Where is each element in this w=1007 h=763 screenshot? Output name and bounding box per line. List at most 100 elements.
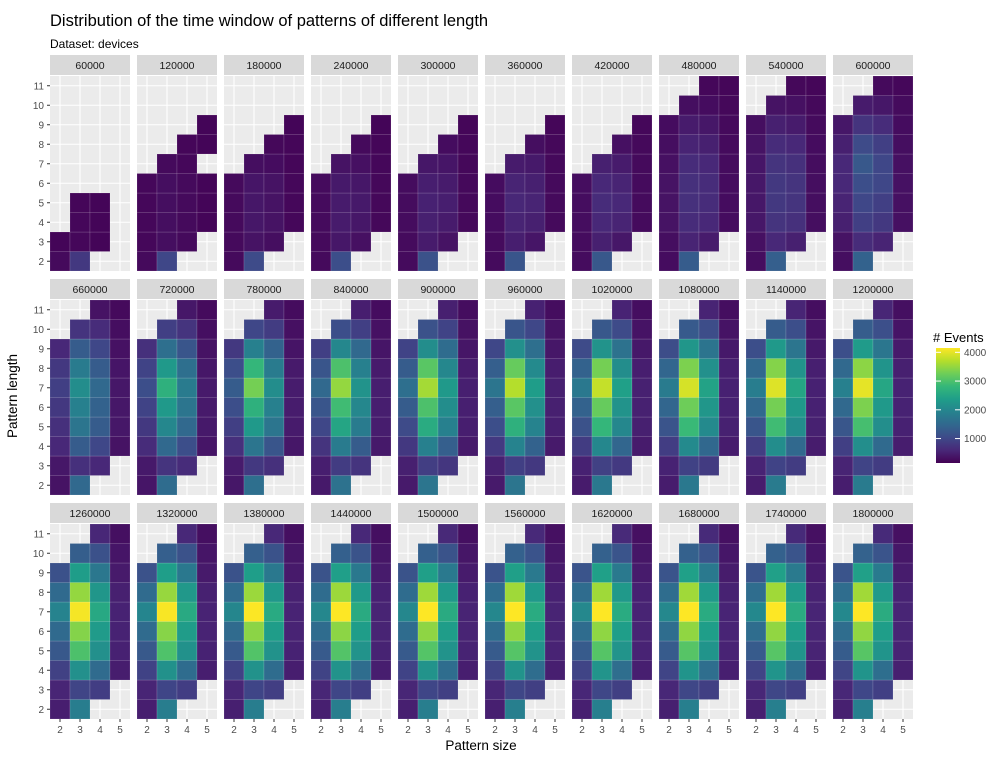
x-tick-label: 4 bbox=[271, 725, 277, 736]
heatmap-cell bbox=[243, 455, 265, 476]
heatmap-cell bbox=[892, 153, 914, 174]
heatmap-cell bbox=[658, 455, 680, 476]
heatmap-cell bbox=[136, 436, 158, 457]
heatmap-cell bbox=[196, 319, 218, 340]
heatmap-cell bbox=[591, 436, 613, 457]
heatmap-cell bbox=[785, 416, 807, 437]
heatmap-cell bbox=[457, 621, 479, 642]
heatmap-cell bbox=[785, 212, 807, 233]
heatmap-cell bbox=[417, 475, 439, 496]
heatmap-cell bbox=[176, 319, 198, 340]
heatmap-cell bbox=[658, 358, 680, 379]
heatmap-cell bbox=[370, 640, 392, 661]
heatmap-cell bbox=[745, 397, 767, 418]
heatmap-cell bbox=[196, 582, 218, 603]
heatmap-cell bbox=[310, 640, 332, 661]
heatmap-cell bbox=[330, 699, 352, 720]
heatmap-cell bbox=[785, 338, 807, 359]
heatmap-cell bbox=[524, 212, 546, 233]
heatmap-cell bbox=[437, 562, 459, 583]
heatmap-cell bbox=[310, 231, 332, 252]
heatmap-cell bbox=[504, 582, 526, 603]
heatmap-cell bbox=[805, 543, 827, 564]
heatmap-cell bbox=[243, 416, 265, 437]
y-tick-label: 2 bbox=[38, 481, 44, 492]
heatmap-cell bbox=[892, 299, 914, 320]
heatmap-cell bbox=[805, 621, 827, 642]
heatmap-cell bbox=[49, 231, 71, 252]
heatmap-cell bbox=[263, 436, 285, 457]
heatmap-cell bbox=[484, 562, 506, 583]
heatmap-cell bbox=[69, 699, 91, 720]
facet-strip bbox=[659, 279, 739, 299]
heatmap-cell bbox=[223, 397, 245, 418]
heatmap-cell bbox=[524, 455, 546, 476]
heatmap-cell bbox=[136, 251, 158, 272]
heatmap-cell bbox=[136, 679, 158, 700]
heatmap-cell bbox=[136, 338, 158, 359]
heatmap-cell bbox=[283, 660, 305, 681]
heatmap-cell bbox=[283, 621, 305, 642]
heatmap-cell bbox=[805, 660, 827, 681]
heatmap-cell bbox=[69, 377, 91, 398]
facet-panel: 1080000 bbox=[658, 279, 740, 496]
heatmap-cell bbox=[263, 582, 285, 603]
y-tick-label: 3 bbox=[38, 685, 44, 696]
heatmap-cell bbox=[136, 601, 158, 622]
heatmap-cell bbox=[89, 299, 111, 320]
x-tick-label: 3 bbox=[599, 725, 605, 736]
heatmap-cell bbox=[196, 212, 218, 233]
heatmap-cell bbox=[785, 153, 807, 174]
heatmap-cell bbox=[457, 523, 479, 544]
heatmap-cell bbox=[49, 475, 71, 496]
heatmap-cell bbox=[765, 416, 787, 437]
heatmap-cell bbox=[370, 358, 392, 379]
x-tick-label: 3 bbox=[686, 725, 692, 736]
heatmap-cell bbox=[718, 660, 740, 681]
heatmap-cell bbox=[156, 601, 178, 622]
heatmap-cell bbox=[350, 319, 372, 340]
heatmap-cell bbox=[417, 153, 439, 174]
heatmap-cell bbox=[765, 251, 787, 272]
heatmap-cell bbox=[136, 699, 158, 720]
heatmap-cell bbox=[611, 231, 633, 252]
heatmap-cell bbox=[852, 475, 874, 496]
heatmap-cell bbox=[571, 416, 593, 437]
heatmap-cell bbox=[370, 582, 392, 603]
heatmap-cell bbox=[397, 640, 419, 661]
heatmap-cell bbox=[832, 173, 854, 194]
heatmap-cell bbox=[263, 299, 285, 320]
heatmap-cell bbox=[136, 416, 158, 437]
heatmap-cell bbox=[805, 436, 827, 457]
heatmap-cell bbox=[832, 212, 854, 233]
heatmap-cell bbox=[176, 543, 198, 564]
heatmap-cell bbox=[805, 397, 827, 418]
heatmap-cell bbox=[658, 251, 680, 272]
heatmap-cell bbox=[283, 523, 305, 544]
heatmap-cell bbox=[591, 679, 613, 700]
heatmap-cell bbox=[805, 75, 827, 96]
heatmap-cell bbox=[785, 543, 807, 564]
heatmap-cell bbox=[263, 397, 285, 418]
heatmap-cell bbox=[611, 192, 633, 213]
heatmap-cell bbox=[872, 95, 894, 116]
heatmap-cell bbox=[765, 621, 787, 642]
heatmap-cell bbox=[243, 543, 265, 564]
heatmap-cell bbox=[745, 660, 767, 681]
facet-strip bbox=[572, 55, 652, 75]
heatmap-cell bbox=[437, 660, 459, 681]
heatmap-cell bbox=[872, 231, 894, 252]
heatmap-cell bbox=[437, 601, 459, 622]
heatmap-cell bbox=[852, 640, 874, 661]
heatmap-cell bbox=[156, 679, 178, 700]
heatmap-cell bbox=[765, 582, 787, 603]
heatmap-cell bbox=[698, 582, 720, 603]
heatmap-cell bbox=[417, 660, 439, 681]
heatmap-cell bbox=[350, 358, 372, 379]
heatmap-cell bbox=[571, 640, 593, 661]
heatmap-cell bbox=[283, 114, 305, 135]
facet-strip bbox=[398, 55, 478, 75]
y-tick-label: 5 bbox=[38, 422, 44, 433]
facet-strip bbox=[833, 279, 913, 299]
heatmap-cell bbox=[745, 212, 767, 233]
